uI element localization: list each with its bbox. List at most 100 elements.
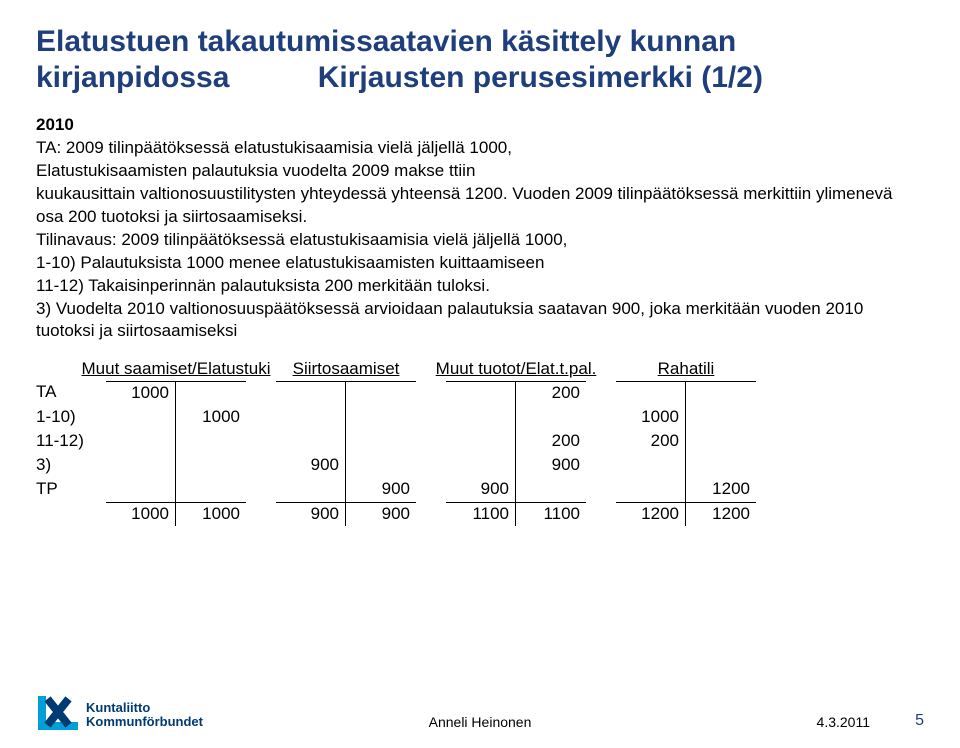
t-account-cell: 200 (616, 430, 756, 454)
credit-cell (346, 430, 416, 454)
org-name-1: Kuntaliitto (86, 701, 203, 715)
t-account-cell: 12001200 (616, 502, 756, 526)
t-account-cell (616, 381, 756, 406)
credit-cell (176, 454, 246, 478)
credit-cell: 200 (516, 430, 586, 454)
credit-cell (686, 406, 756, 430)
debit-cell (276, 406, 346, 430)
t-account-cell (106, 454, 246, 478)
credit-cell (516, 478, 586, 502)
debit-cell (276, 382, 346, 406)
t-account-cell: 900900 (276, 502, 416, 526)
t-account-cell: 1200 (616, 478, 756, 502)
slide-title: Elatustuen takautumissaatavien käsittely… (36, 24, 924, 96)
body-year: 2010 (36, 115, 74, 134)
ledger-row: 11-12) 200 200 (36, 430, 924, 454)
credit-cell: 900 (346, 502, 416, 526)
footer: Kuntaliitto Kommunförbundet Anneli Heino… (0, 674, 960, 734)
debit-cell (106, 478, 176, 502)
debit-cell (616, 382, 686, 406)
t-account-cell: 1000 (616, 406, 756, 430)
body-p2: TA: 2009 tilinpäätöksessä elatustukisaam… (36, 137, 924, 160)
debit-cell: 1000 (616, 406, 686, 430)
t-account-cell (616, 454, 756, 478)
footer-author: Anneli Heinonen (429, 714, 532, 730)
t-account-cell (276, 430, 416, 454)
debit-cell (106, 454, 176, 478)
debit-cell (106, 406, 176, 430)
debit-cell (446, 406, 516, 430)
credit-cell: 1100 (516, 502, 586, 526)
debit-cell: 900 (276, 502, 346, 526)
account-name: Muut tuotot/Elat.t.pal. (432, 359, 601, 381)
debit-cell: 1000 (106, 382, 176, 406)
credit-cell (176, 478, 246, 502)
account-header: Muut saamiset/Elatustuki (106, 359, 246, 381)
t-account-cell (106, 430, 246, 454)
ledger-row: 3) 900 900 (36, 454, 924, 478)
debit-cell: 1100 (446, 502, 516, 526)
credit-cell: 900 (516, 454, 586, 478)
credit-cell (346, 382, 416, 406)
t-account-cell: 200 (446, 430, 586, 454)
ledger-header-row: Muut saamiset/Elatustuki Siirtosaamiset Mu… (36, 359, 924, 381)
debit-cell (106, 430, 176, 454)
credit-cell (176, 430, 246, 454)
credit-cell (176, 382, 246, 406)
debit-cell (276, 430, 346, 454)
account-header: Rahatili (616, 359, 756, 381)
row-label: TA (36, 381, 106, 406)
body-p6: 1-10) Palautuksista 1000 menee elatustuk… (36, 252, 924, 275)
t-account-cell: 11001100 (446, 502, 586, 526)
t-account-cell (276, 406, 416, 430)
debit-cell: 1200 (616, 502, 686, 526)
debit-cell (276, 478, 346, 502)
slide: Elatustuen takautumissaatavien käsittely… (0, 0, 960, 748)
credit-cell: 1000 (176, 502, 246, 526)
debit-cell (616, 454, 686, 478)
debit-cell: 200 (616, 430, 686, 454)
account-name: Muut saamiset/Elatustuki (78, 359, 275, 381)
logo-text: Kuntaliitto Kommunförbundet (86, 701, 203, 730)
logo-mark-icon (36, 696, 78, 734)
t-account-cell: 200 (446, 381, 586, 406)
debit-cell (616, 478, 686, 502)
row-label: TP (36, 478, 106, 502)
credit-cell (686, 454, 756, 478)
credit-cell: 1200 (686, 502, 756, 526)
title-line-2: kirjanpidossa (36, 61, 229, 94)
account-name: Siirtosaamiset (289, 359, 404, 381)
credit-cell: 200 (516, 382, 586, 406)
body-text: 2010 TA: 2009 tilinpäätöksessä elatustuk… (36, 114, 924, 343)
credit-cell (516, 406, 586, 430)
t-account-cell: 900 (446, 454, 586, 478)
ledger-row: TP 900 900 1200 (36, 478, 924, 502)
row-label: 3) (36, 454, 106, 478)
account-header: Muut tuotot/Elat.t.pal. (446, 359, 586, 381)
body-p3: Elatustukisaamisten palautuksia vuodelta… (36, 160, 924, 183)
body-p8: 3) Vuodelta 2010 valtionosuuspäätöksessä… (36, 298, 924, 344)
t-account-cell: 1000 (106, 381, 246, 406)
credit-cell: 1000 (176, 406, 246, 430)
t-account-cell: 1000 (106, 406, 246, 430)
body-p5: Tilinavaus: 2009 tilinpäätöksessä elatus… (36, 229, 924, 252)
ledger-row: 1-10) 1000 1000 (36, 406, 924, 430)
title-line-3: Kirjausten perusesimerkki (1/2) (318, 61, 763, 94)
footer-page-number: 5 (915, 712, 924, 730)
org-name-2: Kommunförbundet (86, 715, 203, 729)
credit-cell: 900 (346, 478, 416, 502)
row-label: 1-10) (36, 406, 106, 430)
credit-cell (346, 454, 416, 478)
logo: Kuntaliitto Kommunförbundet (36, 696, 203, 734)
debit-cell: 900 (276, 454, 346, 478)
ledger-totals-row: 10001000 900900 11001100 12001200 (36, 502, 924, 526)
t-account-cell: 10001000 (106, 502, 246, 526)
credit-cell: 1200 (686, 478, 756, 502)
debit-cell: 900 (446, 478, 516, 502)
debit-cell: 1000 (106, 502, 176, 526)
t-account-cell: 900 (276, 454, 416, 478)
body-p4: kuukausittain valtionosuustilitysten yht… (36, 183, 924, 229)
debit-cell (446, 382, 516, 406)
credit-cell (686, 430, 756, 454)
row-label: 11-12) (36, 430, 106, 454)
